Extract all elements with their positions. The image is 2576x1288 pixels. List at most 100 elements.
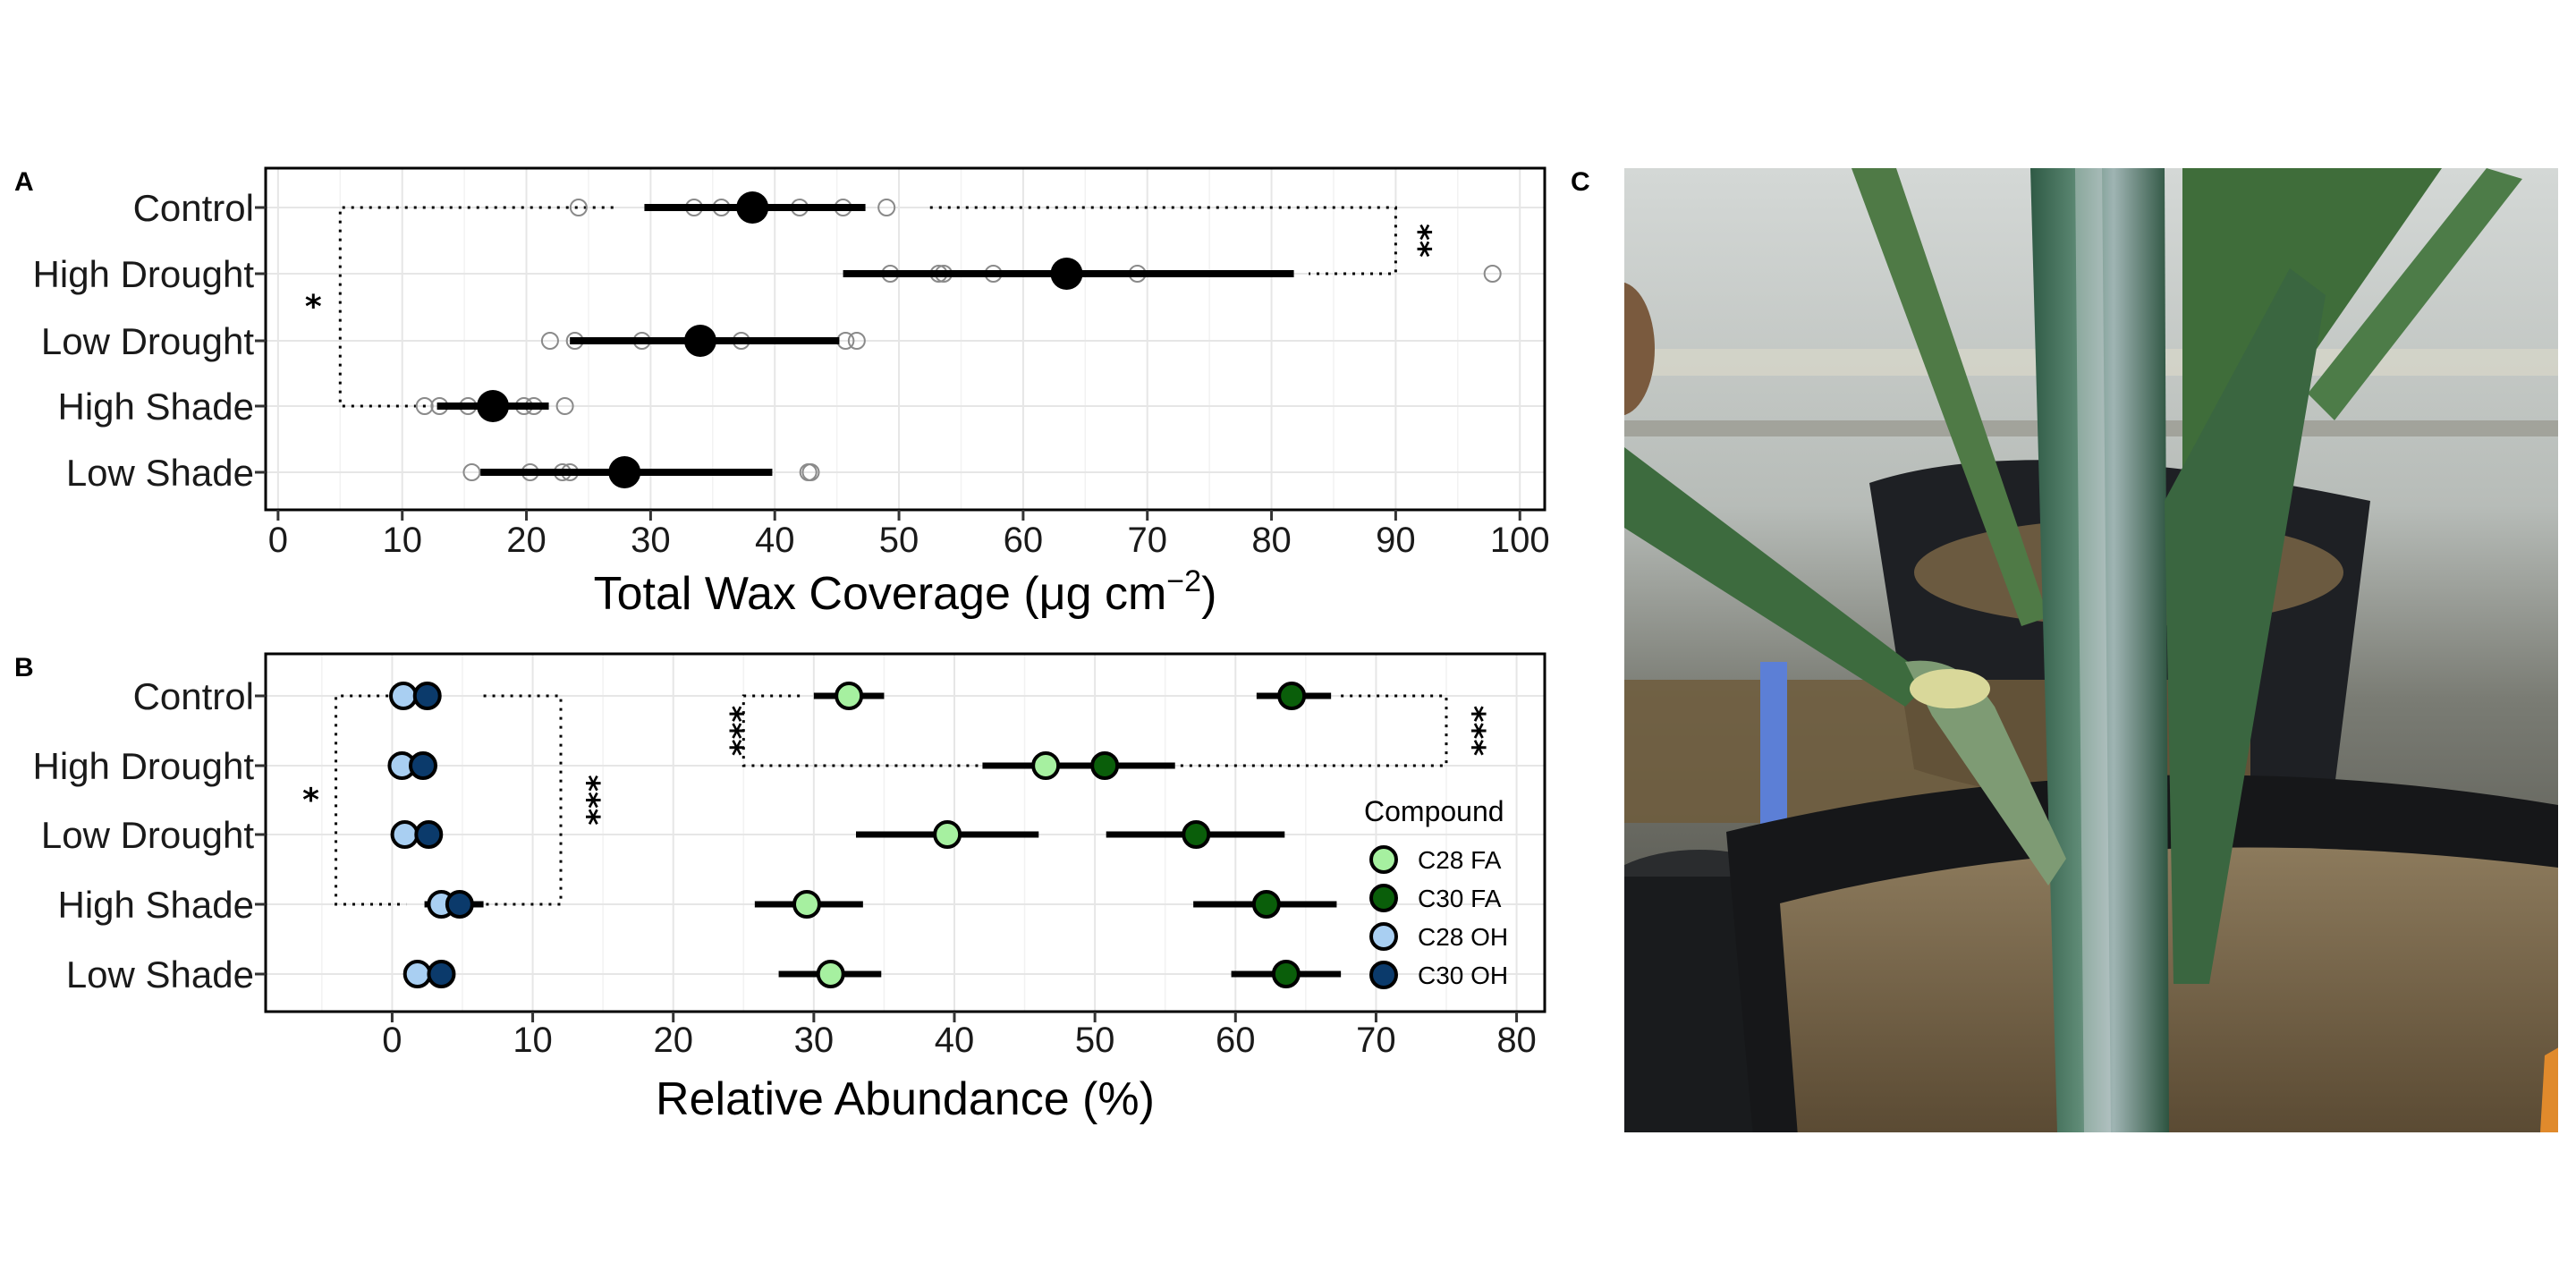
chart-b-mean-c30-fa-high-drought <box>1090 751 1120 780</box>
chart-a-raw-point <box>569 199 588 216</box>
photo-leaf-back-right <box>2308 168 2522 420</box>
chart-b-tick-label: 60 <box>1216 1021 1256 1060</box>
chart-b-mean-c28-oh-control <box>389 682 418 710</box>
chart-b-legend-key-c30-oh <box>1369 961 1398 989</box>
chart-a-mean-high-drought <box>1050 258 1083 290</box>
photo-right-sheath <box>2165 268 2326 984</box>
chart-b-tick-label: 70 <box>1356 1021 1396 1060</box>
chart-a-gridlines <box>266 168 1545 510</box>
chart-a-raw-point <box>462 463 481 481</box>
chart-b-category-low-shade: Low Shade <box>66 953 254 996</box>
chart-b-category-high-drought: High Drought <box>33 745 255 787</box>
photo-main-stem <box>2030 168 2169 1132</box>
chart-b-mean-c30-fa-low-drought <box>1182 820 1211 849</box>
chart-a-raw-point <box>801 463 820 481</box>
chart-b-category-low-drought: Low Drought <box>41 814 254 856</box>
wheat-stem-photo <box>1624 168 2558 1132</box>
chart-b-legend-key-c30-fa <box>1369 884 1398 912</box>
photo-leaf-sheath-left <box>1905 660 2066 886</box>
chart-b-legend-label-c30-fa: C30 FA <box>1418 885 1502 912</box>
chart-b-sig-bracket <box>741 694 983 767</box>
panel-c-letter: C <box>1571 167 1590 197</box>
chart-a-significance: *** <box>305 206 1436 408</box>
chart-b-tick-label: 40 <box>935 1021 975 1060</box>
chart-a-tick-label: 90 <box>1376 521 1416 560</box>
chart-b-mean-c30-fa-low-shade <box>1271 960 1301 988</box>
chart-b-tick-label: 20 <box>653 1021 693 1060</box>
chart-b-tick-label: 10 <box>513 1021 553 1060</box>
chart-b-significance: * ****** *** <box>302 694 1491 906</box>
chart-a-tick-label: 10 <box>382 521 422 560</box>
chart-b-legend-label-c30-oh: C30 OH <box>1418 962 1508 989</box>
chart-b-mean-c28-fa-control <box>835 682 864 710</box>
chart-b-mean-c28-fa-low-drought <box>933 820 962 849</box>
chart-b-tick-label: 80 <box>1496 1021 1537 1060</box>
chart-a-raw-point <box>1483 265 1502 283</box>
chart-a-raw-point <box>555 397 574 415</box>
chart-a-tick-label: 30 <box>631 521 671 560</box>
chart-a-tick-label: 70 <box>1127 521 1167 560</box>
chart-b-mean-c30-fa-control <box>1277 682 1307 710</box>
chart-a-category-high-shade: High Shade <box>58 386 255 428</box>
chart-b-category-high-shade: High Shade <box>58 884 255 926</box>
chart-a-tick-label: 40 <box>755 521 795 560</box>
chart-a-tick-label: 60 <box>1004 521 1044 560</box>
chart-b-mean-c30-oh-low-drought <box>414 820 444 849</box>
chart-b-legend-key-c28-fa <box>1369 845 1398 874</box>
chart-a-xlabel-end: ) <box>1201 568 1216 620</box>
chart-a-sig-label: ** <box>1400 224 1436 258</box>
chart-a-ticks: 0 10 20 30 40 50 60 70 80 90 100 <box>268 510 1550 560</box>
chart-a-mean-low-drought <box>683 325 716 357</box>
chart-a-panel-bg <box>266 168 1545 510</box>
chart-a-raw-point <box>877 199 896 216</box>
chart-b-category-control: Control <box>133 675 254 717</box>
chart-a-raw-point <box>847 332 866 350</box>
chart-b-mean-c28-fa-low-shade <box>816 960 845 988</box>
chart-a-tick-label: 50 <box>879 521 919 560</box>
chart-b-legend-label-c28-oh: C28 OH <box>1418 923 1508 951</box>
chart-a-xlabel-main: Total Wax Coverage (μg cm <box>594 568 1167 620</box>
chart-a-category-high-drought: High Drought <box>33 253 255 295</box>
chart-b-mean-c28-oh-low-drought <box>390 820 419 849</box>
chart-b-sig-label: *** <box>712 706 749 757</box>
chart-b-sig-label: *** <box>1454 706 1491 757</box>
chart-b-tick-label: 0 <box>382 1021 402 1060</box>
photo-leaf-back-left <box>1852 168 2048 626</box>
chart-a-x-axis-title: Total Wax Coverage (μg cm−2) <box>594 564 1217 620</box>
chart-a-category-low-shade: Low Shade <box>66 452 254 494</box>
photo-orange-object <box>2540 1047 2558 1132</box>
chart-b-mean-c30-oh-high-shade <box>445 890 474 919</box>
chart-a-mean-high-shade <box>477 390 510 422</box>
chart-b-mean-c30-oh-low-shade <box>427 960 456 988</box>
chart-b-legend: Compound C28 FA C30 FA C28 OH C30 OH <box>1364 795 1508 989</box>
chart-a-xlabel-sup: −2 <box>1166 564 1201 598</box>
chart-b-sig-label: * <box>302 783 319 819</box>
chart-a-category-labels: Control High Drought Low Drought High Shade… <box>33 187 266 494</box>
chart-a-raw-point <box>540 332 559 350</box>
photo-front-pot-soil <box>1780 847 2558 1132</box>
photo-ligule <box>1910 669 1990 708</box>
panel-b-letter: B <box>14 653 34 682</box>
chart-a-category-control: Control <box>133 187 254 229</box>
chart-b-means <box>387 682 1307 988</box>
panel-a-letter: A <box>14 167 34 197</box>
chart-a-tick-label: 100 <box>1490 521 1550 560</box>
chart-a-tick-label: 80 <box>1251 521 1292 560</box>
photo-wax-bloom <box>2075 168 2111 1132</box>
chart-b-mean-c28-fa-high-drought <box>1031 751 1061 780</box>
photo-finger <box>1624 282 1655 416</box>
chart-b-tick-label: 50 <box>1075 1021 1115 1060</box>
chart-b-legend-title: Compound <box>1364 795 1504 827</box>
chart-a-mean-low-shade <box>608 456 641 488</box>
chart-b-legend-key-c28-oh <box>1369 922 1398 951</box>
chart-a-raw-point <box>415 397 434 415</box>
chart-b-sig-bracket <box>469 694 563 906</box>
chart-b-legend-label-c28-fa: C28 FA <box>1418 846 1502 874</box>
chart-a-tick-label: 20 <box>506 521 547 560</box>
chart-a-means <box>477 191 1083 488</box>
chart-a-sig-bracket <box>929 206 1397 275</box>
chart-b-mean-c28-oh-low-shade <box>402 960 432 988</box>
chart-b-x-axis-title: Relative Abundance (%) <box>656 1073 1155 1125</box>
